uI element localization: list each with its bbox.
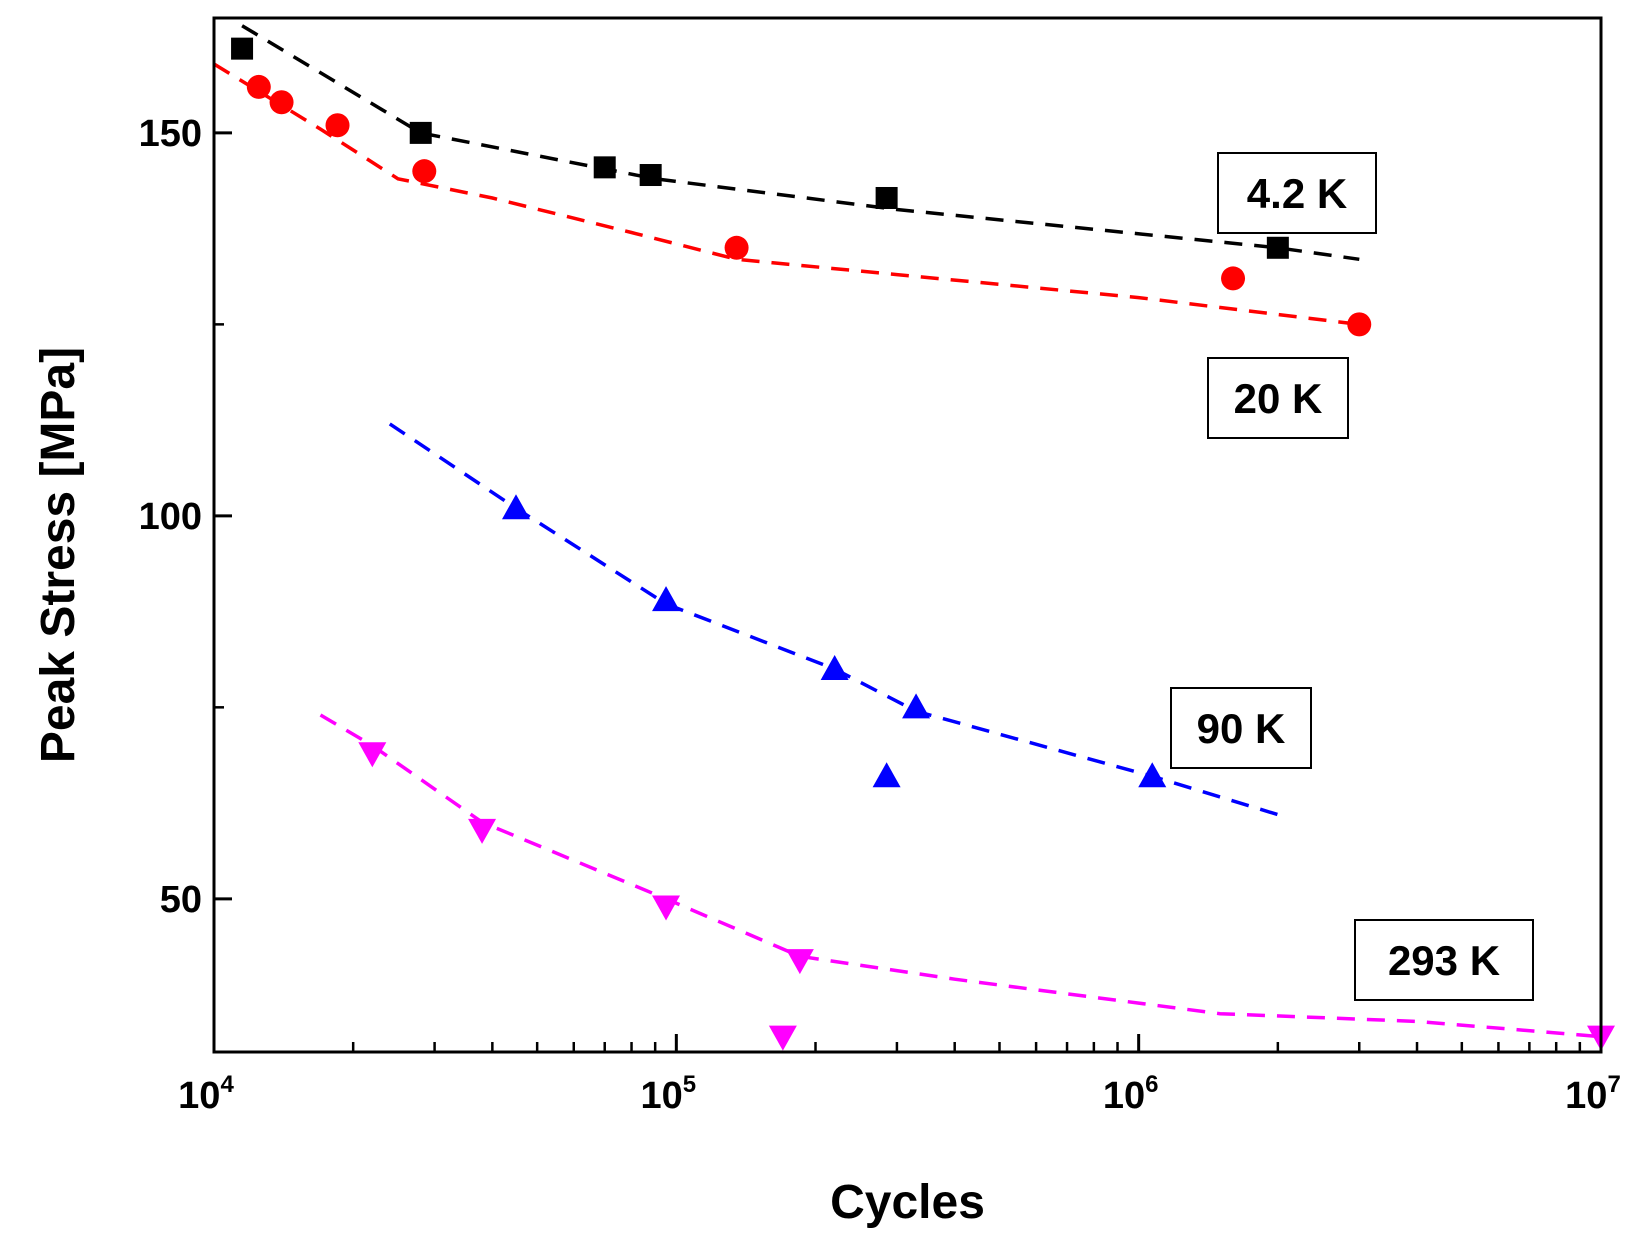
series-label-293-k: 293 K xyxy=(1388,937,1500,984)
x-axis-title: Cycles xyxy=(830,1176,985,1229)
data-point-293-k xyxy=(768,1025,797,1051)
tick-labels: 104 105 106 107 50 100 150 xyxy=(139,113,1621,1117)
data-point-20-k xyxy=(269,90,294,115)
y-tick-label: 50 xyxy=(160,879,202,921)
data-point-4-2-k xyxy=(231,37,254,60)
data-point-20-k xyxy=(325,113,350,138)
data-markers xyxy=(231,37,1615,1051)
data-point-90-k xyxy=(872,762,901,788)
data-point-90-k xyxy=(820,655,849,681)
data-point-20-k xyxy=(724,235,749,260)
series-label-90-k: 90 K xyxy=(1197,705,1286,752)
label-box-293-k xyxy=(1354,919,1534,1001)
data-point-4-2-k xyxy=(593,156,616,179)
data-point-20-k xyxy=(1347,312,1372,337)
x-tick-label: 105 xyxy=(641,1071,697,1117)
x-tick-label: 104 xyxy=(178,1071,234,1117)
x-tick-label: 107 xyxy=(1565,1071,1621,1117)
data-point-293-k xyxy=(468,818,497,844)
fit-line-293-k xyxy=(319,713,1602,1039)
series-label-4-2-k: 4.2 K xyxy=(1247,170,1347,217)
data-point-20-k xyxy=(1221,266,1246,291)
data-point-90-k xyxy=(1138,762,1167,788)
plot-frame xyxy=(212,16,1603,1054)
data-point-293-k xyxy=(358,742,387,768)
data-point-4-2-k xyxy=(639,164,662,187)
label-box-4-2-k xyxy=(1217,152,1377,234)
data-point-293-k xyxy=(652,895,681,921)
data-point-4-2-k xyxy=(409,121,432,144)
data-point-90-k xyxy=(902,693,931,719)
fit-line-20-k xyxy=(213,62,1360,327)
series-annotations: 4.2 K 20 K 90 K 293 K xyxy=(1170,152,1534,1001)
label-box-90-k xyxy=(1170,687,1312,769)
data-point-90-k xyxy=(502,494,531,520)
fit-line-90-k xyxy=(388,422,1279,817)
data-point-90-k xyxy=(652,586,681,612)
data-point-20-k xyxy=(412,159,437,184)
data-point-20-k xyxy=(246,74,271,99)
y-tick-label: 100 xyxy=(139,496,202,538)
x-tick-label: 106 xyxy=(1103,1071,1159,1117)
y-tick-label: 150 xyxy=(139,113,202,155)
label-box-20-k xyxy=(1207,357,1349,439)
data-point-4-2-k xyxy=(1266,236,1289,259)
series-label-20-k: 20 K xyxy=(1234,375,1323,422)
data-point-4-2-k xyxy=(875,186,898,209)
fit-line-4-2-k xyxy=(241,24,1360,262)
y-axis-title: Peak Stress [MPa] xyxy=(32,347,85,763)
data-point-293-k xyxy=(785,949,814,975)
axis-ticks xyxy=(212,131,1603,1052)
